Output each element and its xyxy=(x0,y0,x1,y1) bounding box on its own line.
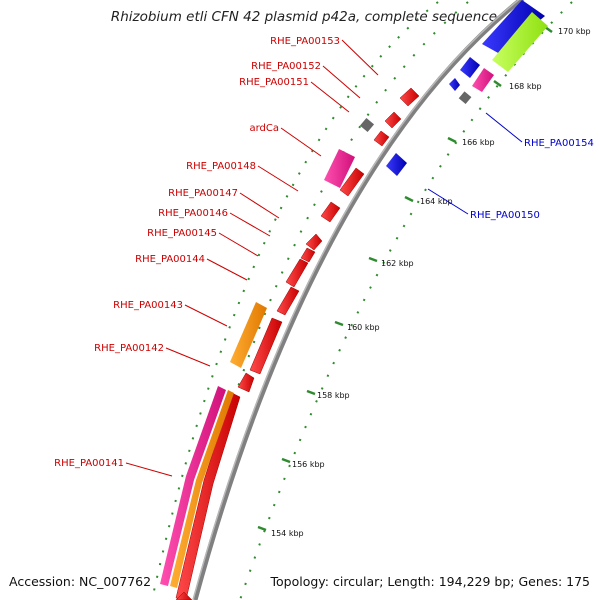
kbp-label-156: 156 kbp xyxy=(292,460,325,469)
label-rhe-pa00145[interactable]: RHE_PA00145 xyxy=(147,228,217,239)
gene-rhe-pa00150[interactable] xyxy=(386,153,407,176)
kbp-label-166: 166 kbp xyxy=(462,138,495,147)
label-rhe-pa00150[interactable]: RHE_PA00150 xyxy=(470,210,540,221)
label-rhe-pa00154[interactable]: RHE_PA00154 xyxy=(524,138,594,149)
gene-rhe-pa00147[interactable] xyxy=(305,233,323,251)
feature-green[interactable] xyxy=(492,12,548,72)
kbp-label-154: 154 kbp xyxy=(271,529,304,538)
gene-labels-reverse: RHE_PA00154 RHE_PA00150 xyxy=(470,138,594,221)
kbp-label-164: 164 kbp xyxy=(420,197,453,206)
kbp-label-162: 162 kbp xyxy=(381,259,414,268)
gene-rhe-pa00153[interactable] xyxy=(399,87,420,107)
kbp-label-168: 168 kbp xyxy=(509,82,542,91)
gene-rhe-pa00152[interactable] xyxy=(384,111,402,129)
label-rhe-pa00153[interactable]: RHE_PA00153 xyxy=(270,36,340,47)
gene-rhe-pa00141-head[interactable] xyxy=(175,591,193,600)
kbp-label-170: 170 kbp xyxy=(558,27,591,36)
gene-blue-small[interactable] xyxy=(449,78,460,91)
gene-rhe-pa00151[interactable] xyxy=(373,130,390,147)
kbp-label-160: 160 kbp xyxy=(347,323,380,332)
feature-pink-ardca[interactable] xyxy=(324,149,355,188)
gene-rhe-pa00148[interactable] xyxy=(320,201,341,223)
gene-ardca[interactable] xyxy=(339,167,365,197)
label-rhe-pa00147[interactable]: RHE_PA00147 xyxy=(168,188,238,199)
label-rhe-pa00144[interactable]: RHE_PA00144 xyxy=(135,254,205,265)
leader-lines-forward xyxy=(125,39,379,477)
forward-genes xyxy=(175,87,420,600)
label-rhe-pa00141[interactable]: RHE_PA00141 xyxy=(54,458,124,469)
feature-orange-long[interactable] xyxy=(170,390,234,588)
label-rhe-pa00142[interactable]: RHE_PA00142 xyxy=(94,343,164,354)
feature-pink-long[interactable] xyxy=(160,386,226,586)
label-rhe-pa00151[interactable]: RHE_PA00151 xyxy=(239,77,309,88)
feature-gray-2[interactable] xyxy=(458,91,472,105)
leader-lines-reverse xyxy=(427,112,523,215)
backbone-highlight xyxy=(192,0,520,600)
gene-rhe-pa00142[interactable] xyxy=(237,372,255,393)
map-title: Rhizobium etli CFN 42 plasmid p42a, comp… xyxy=(110,9,497,25)
accession-text: Accession: NC_007762 xyxy=(9,574,152,589)
reverse-genes xyxy=(386,0,545,176)
label-rhe-pa00143[interactable]: RHE_PA00143 xyxy=(113,300,183,311)
backbone-circle xyxy=(192,0,525,600)
label-rhe-pa00146[interactable]: RHE_PA00146 xyxy=(158,208,228,219)
kbp-label-158: 158 kbp xyxy=(317,391,350,400)
gene-rhe-pa00146[interactable] xyxy=(300,247,316,263)
feature-orange-short[interactable] xyxy=(230,302,267,368)
gene-rhe-pa00143[interactable] xyxy=(249,317,283,375)
gene-rhe-pa00145[interactable] xyxy=(285,258,309,288)
feature-pink-right[interactable] xyxy=(472,68,494,92)
label-ardca[interactable]: ardCa xyxy=(249,123,279,134)
label-rhe-pa00148[interactable]: RHE_PA00148 xyxy=(186,161,256,172)
label-rhe-pa00152[interactable]: RHE_PA00152 xyxy=(251,61,321,72)
gene-rhe-pa00141[interactable] xyxy=(175,392,241,600)
gene-rhe-pa00144[interactable] xyxy=(276,286,300,316)
topology-summary: Topology: circular; Length: 194,229 bp; … xyxy=(270,574,591,589)
gene-rhe-pa00154[interactable] xyxy=(460,57,480,78)
gene-blue-top[interactable] xyxy=(482,0,545,54)
gene-labels-forward: RHE_PA00153 RHE_PA00152 RHE_PA00151 ardC… xyxy=(54,36,340,469)
feature-gray-1[interactable] xyxy=(359,117,375,133)
